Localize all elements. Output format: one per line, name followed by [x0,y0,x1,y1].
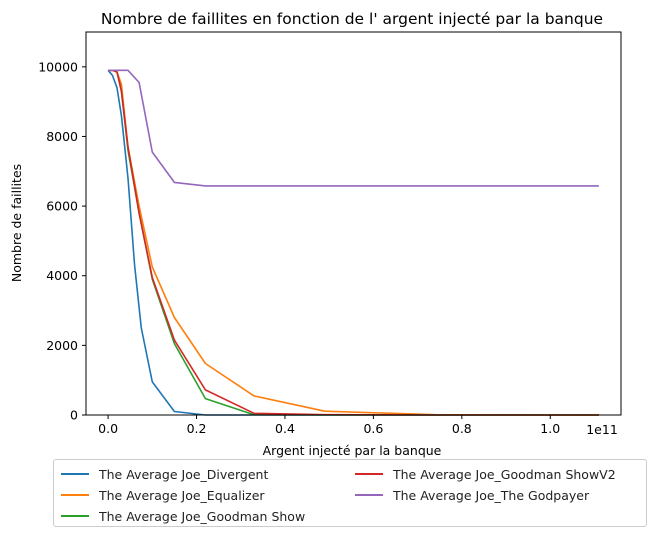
legend-swatch [355,473,383,475]
series-layer [107,69,599,416]
series-line-3 [108,69,599,416]
plot-frame [85,31,622,416]
series-line-5 [108,69,599,187]
legend-swatch [355,494,383,496]
legend-item: The Average Joe_Goodman Show [61,506,305,526]
legend-label: The Average Joe_Equalizer [99,487,265,503]
series-line-2 [108,69,599,416]
legend-swatch [61,473,89,475]
y-tick-label: 4000 [46,268,78,283]
legend-label: The Average Joe_Goodman Show [99,508,306,524]
legend: The Average Joe_Divergent The Average Joe… [53,459,647,527]
x-tick-label: 0.8 [452,421,472,436]
series-line-4 [108,69,599,416]
y-axis: 0 2000 4000 6000 8000 10000 [38,59,86,423]
x-offset-label: 1e11 [586,422,618,437]
x-axis: 0.0 0.2 0.4 0.6 0.8 1.0 [98,415,560,436]
x-tick-label: 0.6 [363,421,383,436]
series-line-1 [107,69,599,416]
x-tick-label: 1.0 [540,421,560,436]
legend-swatch [61,515,89,517]
x-axis-label: Argent injecté par la banque [263,443,442,458]
y-tick-label: 10000 [38,59,78,74]
y-tick-label: 0 [70,408,78,423]
y-axis-label: Nombre de faillites [9,164,24,282]
legend-label: The Average Joe_Divergent [99,466,269,482]
x-tick-label: 0.2 [187,421,207,436]
legend-item: The Average Joe_Equalizer [61,485,265,505]
y-tick-label: 2000 [46,338,78,353]
legend-label: The Average Joe_Goodman ShowV2 [393,466,616,482]
legend-item: The Average Joe_Goodman ShowV2 [355,464,616,484]
legend-item: The Average Joe_Divergent [61,464,268,484]
y-tick-label: 6000 [46,199,78,214]
legend-item: The Average Joe_The Godpayer [355,485,589,505]
chart-title: Nombre de faillites en fonction de l' ar… [101,10,603,28]
legend-label: The Average Joe_The Godpayer [393,487,590,503]
x-tick-label: 0.4 [275,421,295,436]
y-tick-label: 8000 [46,129,78,144]
x-tick-label: 0.0 [98,421,118,436]
legend-swatch [61,494,89,496]
